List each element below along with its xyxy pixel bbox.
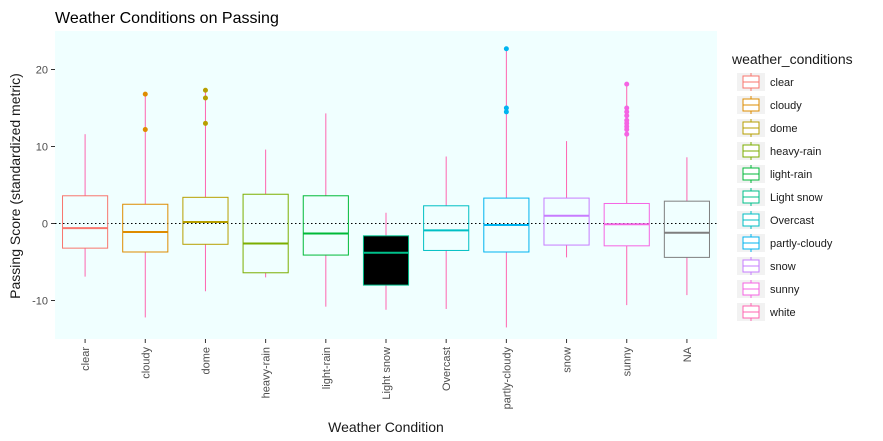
legend-entry-snow: snow [737, 257, 796, 275]
legend-label: partly-cloudy [770, 238, 833, 250]
outlier-point [202, 95, 208, 101]
box-Overcast [423, 156, 470, 309]
legend-entry-partly-cloudy: partly-cloudy [737, 234, 833, 252]
legend-entry-cloudy: cloudy [737, 96, 802, 114]
legend-entry-Overcast: Overcast [737, 211, 814, 229]
x-tick-label: snow [562, 347, 574, 373]
outlier-point [624, 113, 630, 119]
outlier-point [202, 120, 208, 126]
legend: weather_conditions clear cloudy dome heavy-… [731, 51, 853, 321]
box-rect [362, 235, 410, 286]
y-axis-title: Passing Score (standardized metric) [7, 73, 23, 299]
box-snow [543, 141, 590, 258]
legend-label: Light snow [770, 192, 823, 204]
x-tick-label: clear [80, 347, 92, 371]
outlier-point [624, 81, 630, 87]
box-cloudy [122, 91, 169, 318]
x-tick-label: partly-cloudy [501, 347, 513, 410]
legend-entry-dome: dome [737, 119, 798, 137]
outlier-point [624, 105, 630, 111]
outlier-point [503, 109, 509, 115]
outlier-point [624, 127, 630, 133]
legend-title: weather_conditions [731, 51, 853, 67]
outlier-point [624, 131, 630, 137]
legend-entry-sunny: sunny [737, 280, 800, 298]
legend-label: cloudy [770, 100, 802, 112]
chart-title: Weather Conditions on Passing [55, 10, 279, 27]
outlier-point [624, 109, 630, 115]
legend-label: light-rain [770, 169, 812, 181]
box-rect [302, 195, 349, 256]
legend-entry-clear: clear [737, 73, 794, 91]
box-light-rain [302, 113, 349, 307]
box-rect [543, 197, 590, 246]
x-tick-label: Light snow [381, 347, 393, 400]
boxplot-marks [62, 46, 710, 328]
x-axis: clear cloudy dome heavy-rain light-rain Light… [80, 339, 694, 409]
x-tick-label: NA [682, 346, 694, 362]
x-tick-label: dome [200, 347, 212, 375]
box-heavy-rain [242, 149, 289, 278]
legend-label: white [769, 307, 796, 319]
legend-label: clear [770, 77, 794, 89]
box-sunny [603, 81, 650, 306]
outlier-point [503, 105, 509, 111]
legend-entry-white: white [737, 303, 796, 321]
legend-label: dome [770, 123, 798, 135]
x-tick-label: light-rain [321, 347, 333, 389]
outlier-point [142, 91, 148, 97]
box-rect [122, 203, 169, 253]
box-rect [242, 193, 289, 274]
box-partly-cloudy [483, 46, 530, 328]
x-tick-label: cloudy [140, 347, 152, 379]
y-axis: -10 0 10 20 [32, 65, 55, 308]
legend-label: heavy-rain [770, 146, 821, 158]
y-tick-label: -10 [32, 296, 48, 308]
x-tick-label: heavy-rain [261, 347, 273, 398]
outlier-point [503, 46, 509, 52]
legend-label: snow [770, 261, 796, 273]
legend-label: Overcast [770, 215, 814, 227]
box-rect [182, 196, 229, 245]
y-tick-label: 20 [36, 65, 48, 77]
box-NA [663, 157, 710, 296]
y-tick-label: 10 [36, 142, 48, 154]
y-tick-label: 0 [42, 219, 48, 231]
x-tick-label: sunny [622, 347, 634, 377]
box-clear [62, 134, 109, 277]
box-rect [663, 200, 710, 258]
box-dome [182, 87, 229, 292]
outlier-point [142, 127, 148, 133]
box-rect [423, 205, 470, 251]
outlier-point [202, 87, 208, 93]
legend-entry-Light snow: Light snow [737, 188, 823, 206]
legend-entry-light-rain: light-rain [737, 165, 812, 183]
box-rect [62, 195, 109, 249]
x-tick-label: Overcast [441, 347, 453, 391]
box-Light snow [362, 212, 410, 310]
legend-entry-heavy-rain: heavy-rain [737, 142, 821, 160]
x-axis-title: Weather Condition [328, 419, 444, 435]
legend-label: sunny [770, 284, 800, 296]
